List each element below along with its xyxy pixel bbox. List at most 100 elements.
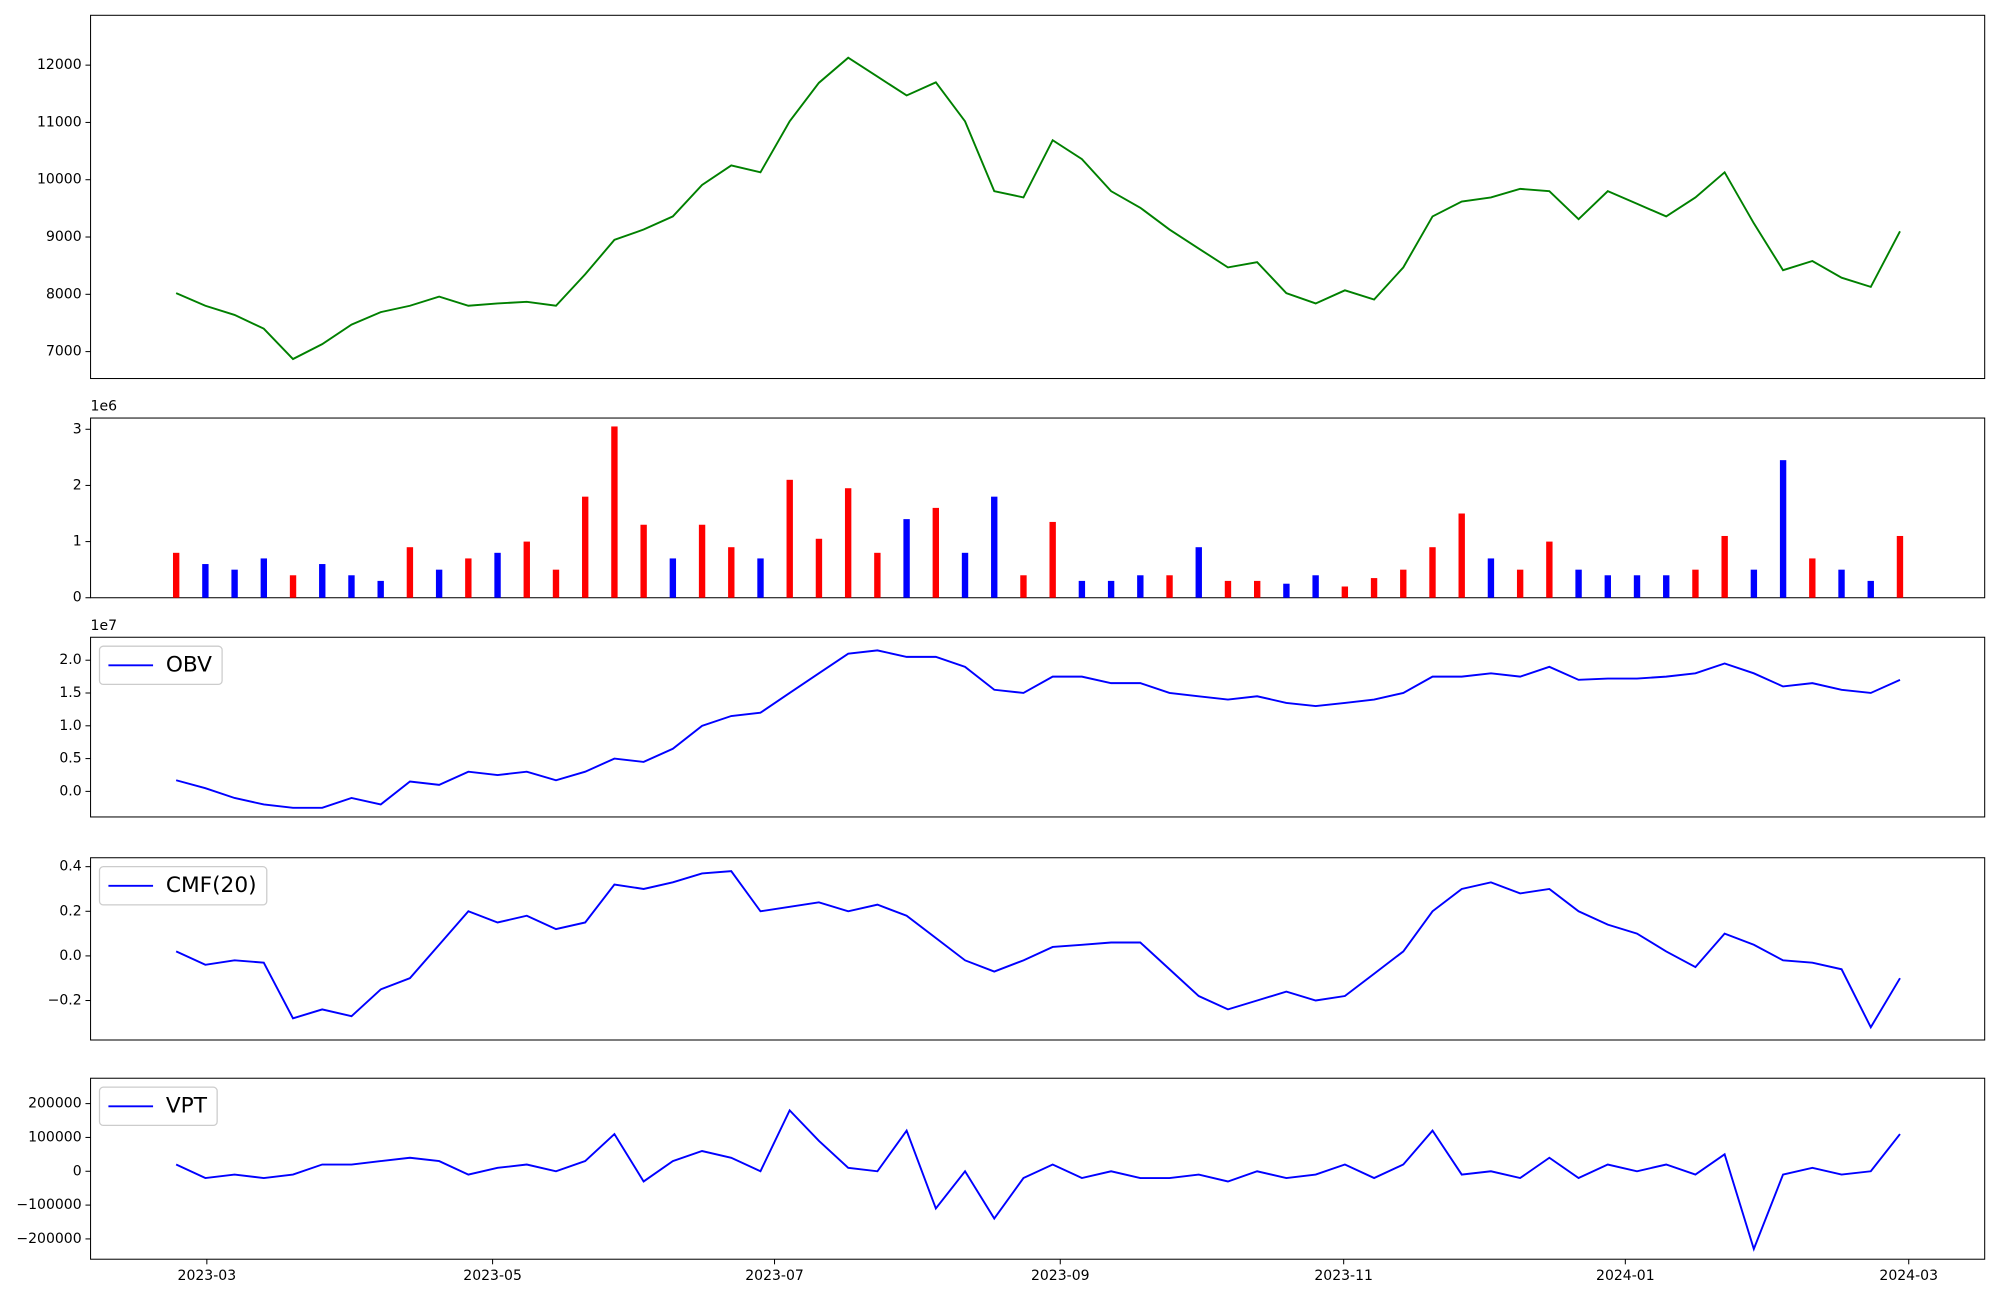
- x-tick-label: 2024-01: [1596, 1268, 1655, 1284]
- volume-bar: [1400, 569, 1407, 598]
- y-tick-label: 0.5: [59, 751, 81, 767]
- x-tick-label: 2024-03: [1879, 1268, 1938, 1284]
- volume-bar: [348, 575, 355, 598]
- legend: VPT: [98, 1086, 218, 1127]
- y-tick-label: 0.0: [59, 783, 81, 799]
- volume-bar: [1224, 580, 1232, 598]
- offset-text: 1e6: [91, 399, 118, 415]
- y-tick-label: 10000: [37, 172, 82, 188]
- volume-bar: [523, 541, 530, 598]
- volume-bar: [1458, 513, 1465, 598]
- volume-bar: [1546, 541, 1553, 598]
- y-tick-label: 0: [73, 1163, 82, 1179]
- x-tick-label: 2023-05: [463, 1268, 522, 1284]
- volume-bar: [1721, 535, 1728, 598]
- volume-bar: [406, 547, 414, 598]
- x-tick-label: 2023-03: [178, 1268, 237, 1284]
- volume-bar: [1750, 569, 1758, 598]
- volume-bar: [1107, 580, 1115, 598]
- legend-box: [98, 1086, 218, 1127]
- volume-bar: [757, 558, 764, 598]
- y-tick-label: −100000: [16, 1197, 81, 1213]
- legend-label: VPT: [166, 1093, 208, 1118]
- x-tick-label: 2023-09: [1031, 1268, 1090, 1284]
- legend-label: OBV: [166, 652, 212, 677]
- volume-bar: [1020, 575, 1027, 598]
- volume-bar: [319, 564, 326, 598]
- volume-bar: [1341, 586, 1349, 598]
- volume-bar: [932, 507, 939, 598]
- y-tick-label: 8000: [46, 286, 82, 302]
- y-tick-label: 2: [73, 477, 82, 493]
- volume-bar: [786, 479, 793, 598]
- volume-bar: [1633, 575, 1641, 598]
- y-tick-label: 200000: [28, 1096, 82, 1112]
- y-tick-label: 11000: [37, 114, 82, 130]
- volume-bar: [582, 496, 589, 598]
- y-tick-label: 1: [73, 534, 82, 550]
- volume-bar: [1283, 583, 1290, 598]
- volume-bar: [552, 569, 560, 598]
- volume-bar: [1166, 575, 1173, 598]
- volume-bar: [669, 558, 677, 598]
- volume-bar: [1137, 575, 1144, 598]
- volume-bar: [260, 558, 268, 598]
- volume-bar: [231, 569, 238, 598]
- series-line: [175, 1108, 1901, 1252]
- y-tick-label: −200000: [16, 1231, 81, 1247]
- volume-bar: [1370, 578, 1378, 598]
- y-tick-label: 12000: [37, 57, 82, 73]
- series-line: [175, 56, 1901, 361]
- plot-frame: [90, 636, 1986, 818]
- volume-bar: [844, 488, 852, 598]
- volume-bar: [172, 552, 180, 598]
- y-tick-label: −0.2: [48, 993, 82, 1009]
- volume-bar: [1663, 575, 1670, 598]
- volume-bar: [874, 552, 881, 598]
- volume-bar: [377, 580, 384, 598]
- volume-bar: [1779, 460, 1787, 598]
- y-tick-label: 100000: [28, 1129, 82, 1145]
- y-tick-label: 1.0: [59, 718, 81, 734]
- series-line: [175, 870, 1901, 1030]
- y-tick-label: 7000: [46, 344, 82, 360]
- volume-bar: [903, 519, 910, 598]
- y-tick-label: 1.5: [59, 685, 81, 701]
- plot-frame: [90, 417, 1986, 599]
- volume-bar: [640, 524, 647, 598]
- y-tick-label: 0.2: [59, 903, 81, 919]
- volume-bar: [1078, 580, 1086, 598]
- volume-bar: [1838, 569, 1845, 598]
- volume-bar: [465, 558, 472, 598]
- plot-frame: [90, 857, 1986, 1041]
- volume-bar: [1487, 558, 1495, 598]
- volume-bar: [1254, 580, 1261, 598]
- volume-bar: [435, 569, 443, 598]
- volume-bar: [1575, 569, 1582, 598]
- volume-bar: [611, 426, 618, 598]
- volume-bar: [289, 575, 297, 598]
- series-line: [175, 649, 1901, 809]
- volume-bar: [991, 496, 998, 598]
- y-tick-label: 0.4: [59, 859, 81, 875]
- legend: CMF(20): [98, 866, 268, 906]
- y-tick-label: 3: [73, 421, 82, 437]
- y-tick-label: 0: [73, 590, 82, 606]
- legend: OBV: [98, 645, 223, 686]
- volume-bar: [728, 547, 735, 598]
- volume-bar: [1429, 547, 1436, 598]
- legend-box: [98, 645, 223, 686]
- volume-bar: [815, 538, 823, 598]
- volume-bar: [961, 552, 969, 598]
- volume-bar: [494, 552, 501, 598]
- volume-bar: [1867, 580, 1874, 598]
- volume-bar: [1049, 521, 1056, 598]
- plot-frame: [90, 14, 1986, 380]
- volume-bar: [1692, 569, 1699, 598]
- legend-label: CMF(20): [166, 873, 257, 898]
- y-tick-label: 9000: [46, 229, 82, 245]
- plot-frame: [90, 1077, 1986, 1260]
- legend-box: [98, 866, 268, 906]
- volume-bar: [1809, 558, 1816, 598]
